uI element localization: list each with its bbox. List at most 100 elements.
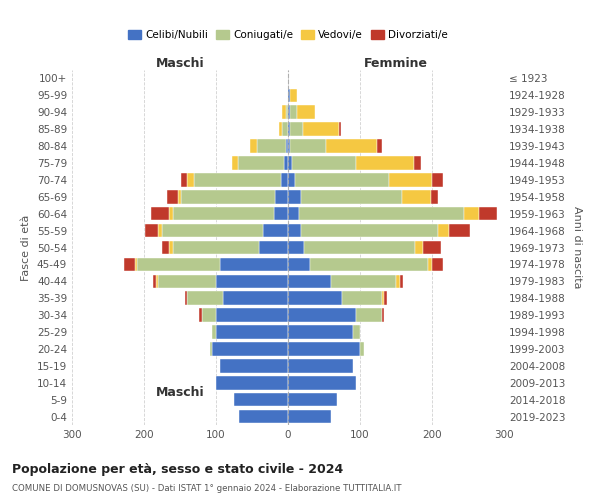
Bar xyxy=(290,122,303,136)
Bar xyxy=(286,140,288,153)
Bar xyxy=(194,173,281,186)
Bar xyxy=(432,173,443,186)
Y-axis label: Fasce di età: Fasce di età xyxy=(22,214,31,280)
Legend: Celibi/Nubili, Coniugati/e, Vedovi/e, Divorziati/e: Celibi/Nubili, Coniugati/e, Vedovi/e, Di… xyxy=(124,26,452,44)
Bar xyxy=(288,122,290,136)
Bar xyxy=(178,190,181,203)
Bar xyxy=(310,258,428,271)
Bar xyxy=(223,292,288,305)
Bar xyxy=(216,376,288,390)
Bar xyxy=(158,274,216,288)
Bar xyxy=(298,106,316,119)
Bar xyxy=(356,156,414,170)
Bar xyxy=(239,410,288,424)
Bar xyxy=(288,140,290,153)
Bar xyxy=(464,207,479,220)
Bar xyxy=(479,207,497,220)
Bar xyxy=(199,308,202,322)
Bar xyxy=(299,207,464,220)
Bar xyxy=(162,224,263,237)
Bar xyxy=(145,224,158,237)
Bar xyxy=(288,342,360,355)
Bar xyxy=(415,240,422,254)
Bar xyxy=(259,240,288,254)
Bar xyxy=(432,258,443,271)
Bar xyxy=(326,140,377,153)
Bar xyxy=(282,106,286,119)
Bar xyxy=(384,292,388,305)
Bar xyxy=(304,240,415,254)
Bar xyxy=(292,156,356,170)
Bar xyxy=(282,122,288,136)
Bar xyxy=(301,190,402,203)
Bar xyxy=(288,274,331,288)
Bar xyxy=(210,342,212,355)
Bar xyxy=(181,173,187,186)
Bar xyxy=(428,258,432,271)
Bar xyxy=(414,156,421,170)
Bar xyxy=(173,207,274,220)
Bar xyxy=(185,292,187,305)
Bar xyxy=(202,308,216,322)
Bar xyxy=(290,140,326,153)
Bar xyxy=(288,376,356,390)
Bar xyxy=(220,359,288,372)
Bar xyxy=(156,274,158,288)
Bar xyxy=(288,240,304,254)
Bar xyxy=(212,326,216,339)
Bar xyxy=(353,326,360,339)
Bar xyxy=(169,207,173,220)
Bar xyxy=(382,292,384,305)
Bar xyxy=(288,292,342,305)
Bar xyxy=(331,274,396,288)
Bar xyxy=(360,342,364,355)
Bar xyxy=(288,156,292,170)
Bar xyxy=(288,224,301,237)
Bar xyxy=(134,258,137,271)
Bar xyxy=(342,292,382,305)
Bar xyxy=(238,156,284,170)
Bar xyxy=(124,258,134,271)
Bar xyxy=(220,258,288,271)
Bar xyxy=(449,224,470,237)
Bar xyxy=(377,140,382,153)
Bar xyxy=(137,258,220,271)
Bar xyxy=(152,274,156,288)
Bar xyxy=(288,308,356,322)
Bar xyxy=(422,240,440,254)
Bar xyxy=(402,190,431,203)
Bar xyxy=(167,190,178,203)
Bar xyxy=(281,173,288,186)
Bar xyxy=(288,326,353,339)
Bar xyxy=(275,190,288,203)
Bar xyxy=(431,190,438,203)
Bar xyxy=(158,224,162,237)
Bar xyxy=(234,393,288,406)
Bar xyxy=(288,88,290,102)
Bar xyxy=(288,393,337,406)
Y-axis label: Anni di nascita: Anni di nascita xyxy=(572,206,582,289)
Bar xyxy=(169,240,173,254)
Bar xyxy=(288,207,299,220)
Bar xyxy=(396,274,400,288)
Bar xyxy=(356,308,382,322)
Text: Popolazione per età, sesso e stato civile - 2024: Popolazione per età, sesso e stato civil… xyxy=(12,462,343,475)
Bar xyxy=(286,106,288,119)
Bar xyxy=(290,88,298,102)
Bar xyxy=(187,173,194,186)
Bar xyxy=(288,106,290,119)
Bar xyxy=(257,140,286,153)
Bar xyxy=(173,240,259,254)
Bar xyxy=(288,173,295,186)
Bar xyxy=(382,308,384,322)
Bar xyxy=(438,224,449,237)
Bar xyxy=(250,140,257,153)
Bar xyxy=(389,173,432,186)
Bar xyxy=(284,156,288,170)
Bar xyxy=(216,308,288,322)
Bar xyxy=(187,292,223,305)
Bar xyxy=(263,224,288,237)
Bar xyxy=(288,190,301,203)
Bar xyxy=(339,122,341,136)
Text: Maschi: Maschi xyxy=(155,57,205,70)
